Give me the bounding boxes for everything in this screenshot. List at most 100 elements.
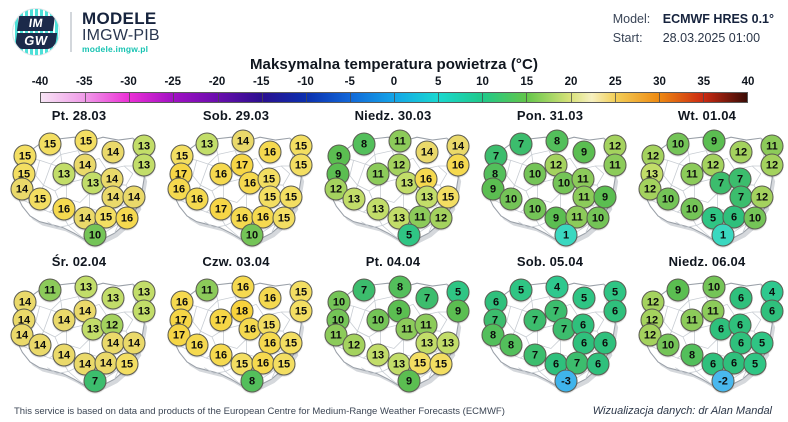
station-temperature-marker: 16 xyxy=(231,275,255,299)
station-temperature-marker: 6 xyxy=(603,299,627,323)
station-temperature-marker: 12 xyxy=(729,140,753,164)
imgw-logo-icon: IM GW xyxy=(12,8,60,56)
station-temperature-marker: 9 xyxy=(666,278,690,302)
station-temperature-marker: 10 xyxy=(656,187,680,211)
panel-date-title: Czw. 03.04 xyxy=(202,254,270,269)
station-temperature-marker: 11 xyxy=(408,205,432,229)
colorbar-tick-marks xyxy=(41,93,747,102)
poland-map: 12 10 9 12 11 13 11 12 12 12 7 7 10 10 7 12 5 6 10 1 xyxy=(635,127,784,253)
colorbar-tickmark xyxy=(129,93,131,102)
station-temperature-marker: 14 xyxy=(446,134,470,158)
station-temperature-marker: 13 xyxy=(436,331,460,355)
station-temperature-marker: 9 xyxy=(397,369,421,393)
colorbar-tick-20: 20 xyxy=(564,76,578,88)
station-temperature-marker: 11 xyxy=(38,278,62,302)
station-temperature-marker: 5 xyxy=(743,352,767,376)
colorbar-tick-40: 40 xyxy=(741,76,755,88)
station-temperature-marker: 6 xyxy=(760,299,784,323)
station-temperature-marker: 15 xyxy=(170,144,194,168)
station-temperature-marker: -2 xyxy=(711,369,735,393)
station-temperature-marker: 9 xyxy=(481,177,505,201)
station-temperature-marker: 15 xyxy=(408,351,432,375)
panel-date-title: Niedz. 30.03 xyxy=(354,108,432,123)
station-temperature-marker: 7 xyxy=(565,351,589,375)
station-temperature-marker: 12 xyxy=(603,134,627,158)
poland-map: 10 7 8 7 5 10 10 9 9 11 11 11 12 13 13 13 13 15 15 9 xyxy=(321,273,470,399)
station-temperature-marker: 5 xyxy=(397,223,421,247)
start-value: 28.03.2025 01:00 xyxy=(662,31,761,45)
station-temperature-marker: 16 xyxy=(258,286,282,310)
station-temperature-marker: 8 xyxy=(680,343,704,367)
station-temperature-marker: 10 xyxy=(702,275,726,299)
colorbar-tickmark xyxy=(349,93,351,102)
logo-badge-bottom: GW xyxy=(14,33,58,49)
forecast-panel: Sob. 29.03 15 13 14 16 15 17 16 17 15 16 16 15 16 17 15… xyxy=(158,108,314,254)
station-temperature-marker: 11 xyxy=(701,299,725,323)
station-temperature-marker: 10 xyxy=(240,223,264,247)
station-temperature-marker: 15 xyxy=(289,153,313,177)
station-temperature-marker: 14 xyxy=(10,177,34,201)
station-temperature-marker: 14 xyxy=(122,331,146,355)
colorbar-tick-30: 30 xyxy=(653,76,666,88)
colorbar-tick--25: -25 xyxy=(164,76,182,88)
station-temperature-marker: 8 xyxy=(499,333,523,357)
station-temperature-marker: 16 xyxy=(446,153,470,177)
colorbar-tick-5: 5 xyxy=(435,76,442,88)
station-temperature-marker: 7 xyxy=(523,343,547,367)
panel-date-title: Sob. 05.04 xyxy=(516,254,584,269)
station-temperature-marker: 10 xyxy=(523,162,547,186)
colorbar-tick--40: -40 xyxy=(31,76,49,88)
model-row: Model: ECMWF HRES 0.1° xyxy=(613,10,774,29)
start-row: Start: 28.03.2025 01:00 xyxy=(613,29,774,48)
station-temperature-marker: 14 xyxy=(415,140,439,164)
station-temperature-marker: 15 xyxy=(13,144,37,168)
forecast-panel: Pt. 28.03 15 15 15 14 13 15 13 14 13 14 13 14 15 16 14 1… xyxy=(1,108,157,254)
station-temperature-marker: 6 xyxy=(593,331,617,355)
station-temperature-marker: 15 xyxy=(436,185,460,209)
colorbar-tickmark xyxy=(702,93,704,102)
imgw-logo: IM GW MODELE IMGW-PIB modele.imgw.pl xyxy=(12,8,160,56)
colorbar xyxy=(40,92,748,103)
poland-map: 12 9 10 6 4 12 11 11 6 12 6 6 10 8 6 5 6 6 5 -2 xyxy=(635,273,784,399)
station-temperature-marker: 16 xyxy=(52,197,76,221)
logo-divider xyxy=(70,12,72,52)
station-temperature-marker: 13 xyxy=(366,343,390,367)
station-temperature-marker: 14 xyxy=(52,343,76,367)
forecast-panel: Sob. 05.04 6 5 4 5 5 7 7 7 6 8 7 6 8 7 6 6 6 7 6 -3 xyxy=(472,254,628,400)
poland-map: 15 15 15 14 13 15 13 14 13 14 13 14 15 16 14 14 14 15 16 10 xyxy=(7,127,156,253)
colorbar-tickmark xyxy=(438,93,440,102)
station-temperature-marker: 16 xyxy=(251,351,275,375)
station-temperature-marker: 11 xyxy=(324,323,348,347)
colorbar-tick--5: -5 xyxy=(344,76,355,88)
station-temperature-marker: 7 xyxy=(415,286,439,310)
station-temperature-marker: 16 xyxy=(414,167,438,191)
station-temperature-marker: 11 xyxy=(603,153,627,177)
forecast-panel: Niedz. 06.04 12 9 10 6 4 12 11 11 6 12 6 6 10 8 6 5 6 6 5 -2 xyxy=(629,254,785,400)
forecast-panel: Śr. 02.04 14 11 13 13 13 14 14 14 13 14 13 12 14 14 14 1… xyxy=(1,254,157,400)
colorbar-tickmark xyxy=(526,93,528,102)
station-temperature-marker: 16 xyxy=(185,187,209,211)
station-temperature-marker: 10 xyxy=(499,187,523,211)
station-temperature-marker: 15 xyxy=(257,313,281,337)
station-temperature-marker: 17 xyxy=(209,197,233,221)
footer-visualization-credit: Wizualizacja danych: dr Alan Mandal xyxy=(592,405,772,417)
station-temperature-marker: 13 xyxy=(132,299,156,323)
station-temperature-marker: 13 xyxy=(81,171,105,195)
station-temperature-marker: 16 xyxy=(238,171,262,195)
station-temperature-marker: 15 xyxy=(289,134,313,158)
station-temperature-marker: 13 xyxy=(101,286,125,310)
station-temperature-marker: 15 xyxy=(272,352,296,376)
station-temperature-marker: 5 xyxy=(509,278,533,302)
station-temperature-marker: 7 xyxy=(83,369,107,393)
station-temperature-marker: 14 xyxy=(231,129,255,153)
panel-date-title: Sob. 29.03 xyxy=(202,108,270,123)
forecast-panel: Czw. 03.04 16 11 16 16 15 17 17 18 15 17 16 15 16 16 16… xyxy=(158,254,314,400)
colorbar-tick-labels: -40 -35 -30 -25 -20 -15 -10 -5 0 5 10 15 20 25 30 35 40 xyxy=(32,76,755,90)
station-temperature-marker: 6 xyxy=(586,352,610,376)
station-temperature-marker: 14 xyxy=(122,185,146,209)
colorbar-tick--15: -15 xyxy=(252,76,270,88)
start-label: Start: xyxy=(612,31,643,45)
logo-line-modele: MODELE xyxy=(82,8,157,28)
colorbar-tickmark xyxy=(394,93,395,102)
station-temperature-marker: 15 xyxy=(28,187,52,211)
